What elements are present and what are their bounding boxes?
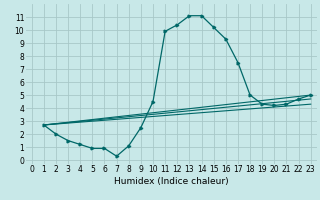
X-axis label: Humidex (Indice chaleur): Humidex (Indice chaleur)	[114, 177, 228, 186]
